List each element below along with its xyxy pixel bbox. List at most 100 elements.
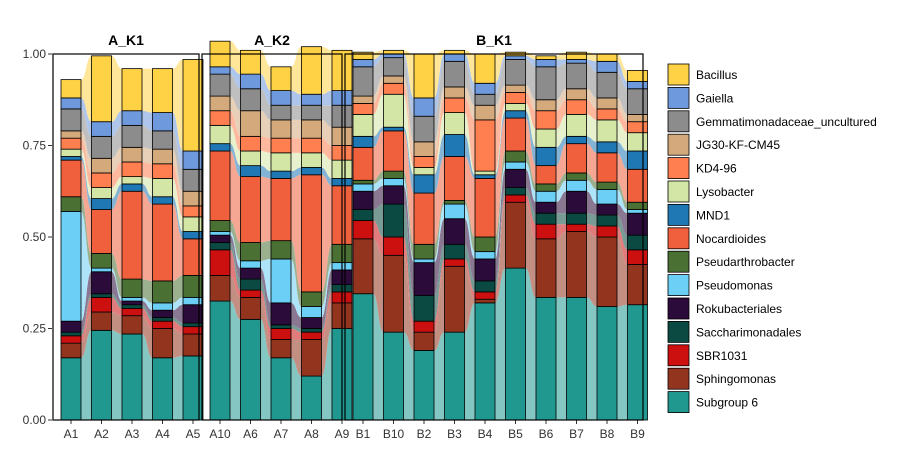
bar-segment-gemmatimonadaceae-uncultured <box>240 88 261 112</box>
flow-band-nocardioides <box>586 143 597 183</box>
bar-segment-pseudomonas <box>209 231 231 236</box>
flow-band-jg30-kf-cm45 <box>464 86 475 120</box>
x-tick-label: A6 <box>243 427 258 441</box>
bar-segment-rokubacteriales <box>535 201 557 214</box>
legend-label: Pseudarthrobacter <box>696 255 795 269</box>
stacked-bar-a1 <box>60 79 82 421</box>
bar-segment-lysobacter <box>121 176 143 185</box>
flow-band-pseudarthrobacter <box>617 182 628 210</box>
bar-segment-bacillus <box>474 53 496 84</box>
bar-segment-mnd1 <box>91 198 112 210</box>
bar-segment-sphingomonas <box>627 264 648 306</box>
flow-band-gaiella <box>617 61 628 89</box>
bar-segment-sphingomonas <box>270 339 292 359</box>
flow-band-jg30-kf-cm45 <box>321 119 332 146</box>
stacked-bar-b3 <box>444 49 465 421</box>
flow-band-nocardioides <box>617 152 628 203</box>
flow-band-nocardioides <box>434 156 445 245</box>
flow-band-sbr1031 <box>81 297 92 344</box>
flow-band-gemmatimonadaceae-uncultured <box>403 57 414 142</box>
flow-band-sbr1031 <box>111 297 122 316</box>
flow-band-pseudarthrobacter <box>172 275 183 303</box>
bar-segment-pseudarthrobacter <box>352 179 374 185</box>
facet-panels: A_K1 A1 A2 A3 A4 A5 A_K2 A10 A6 A7 A8 A9 B_K1 B1 B10 B2… <box>52 32 648 441</box>
flow-band-gaiella <box>172 112 183 170</box>
bar-segment-subgroup-6 <box>60 357 82 421</box>
facet-panel-a-k1: A_K1 A1 A2 A3 A4 A5 <box>52 32 204 441</box>
flow-band-sphingomonas <box>81 312 92 358</box>
bar-segment-pseudomonas <box>301 306 322 318</box>
alluvial-bands <box>81 55 183 420</box>
legend-item-saccharimonadales: Saccharimonadales <box>667 320 801 343</box>
bar-segment-sbr1031 <box>301 331 322 340</box>
flow-band-kd4-96 <box>321 138 332 161</box>
bar-segment-rokubacteriales <box>152 309 173 318</box>
flow-band-sphingomonas <box>111 312 122 334</box>
flow-band-rokubacteriales <box>260 268 271 325</box>
flow-band-gaiella <box>495 55 506 95</box>
flow-band-subgroup-6 <box>464 302 475 420</box>
bar-segment-gemmatimonadaceae-uncultured <box>596 71 618 99</box>
bar-segment-pseudarthrobacter <box>91 253 112 269</box>
flow-band-mnd1 <box>111 183 122 210</box>
bar-segment-saccharimonadales <box>474 280 496 293</box>
bar-segment-gemmatimonadaceae-uncultured <box>60 108 82 132</box>
flow-band-sphingomonas <box>373 238 384 333</box>
bar-segment-pseudomonas <box>444 203 465 220</box>
bar-segment-rokubacteriales <box>627 212 648 236</box>
flow-band-gemmatimonadaceae-uncultured <box>81 108 92 159</box>
bar-segment-subgroup-6 <box>413 350 435 421</box>
panel-border <box>344 53 644 421</box>
flow-band-nocardioides <box>403 130 414 245</box>
bar-segment-gemmatimonadaceae-uncultured <box>505 59 526 86</box>
legend-label: Rokubacteriales <box>696 302 782 316</box>
bar-segment-sbr1031 <box>182 326 204 335</box>
bar-segment-mnd1 <box>627 150 648 170</box>
bar-segment-sphingomonas <box>535 238 557 298</box>
legend-key <box>667 110 690 133</box>
stacked-bar-a3 <box>121 68 143 421</box>
bar-segment-sbr1031 <box>413 320 435 333</box>
x-tick-label: B7 <box>569 427 584 441</box>
legend-item-pseudarthrobacter: Pseudarthrobacter <box>667 250 795 273</box>
bar-segment-saccharimonadales <box>566 212 587 225</box>
bar-segment-subgroup-6 <box>91 329 112 421</box>
flow-band-pseudomonas <box>434 204 445 263</box>
bar-segment-jg30-kf-cm45 <box>535 99 557 112</box>
flow-band-pseudarthrobacter <box>525 150 536 192</box>
flow-band-gaiella <box>373 54 384 67</box>
stacked-bar-b2 <box>413 53 435 421</box>
flow-band-bacillus <box>464 50 475 84</box>
flow-band-bacillus <box>81 55 92 122</box>
flow-band-mnd1 <box>556 136 567 166</box>
bar-segment-pseudomonas <box>474 251 496 260</box>
flow-band-pseudomonas <box>260 258 271 303</box>
flow-band-lysobacter <box>373 94 384 137</box>
flow-band-saccharimonadales <box>373 204 384 237</box>
legend-key <box>667 320 690 343</box>
stacked-bar-b6 <box>535 55 557 421</box>
flow-band-sbr1031 <box>321 291 332 340</box>
bar-segment-sphingomonas <box>474 298 496 304</box>
bar-segment-gaiella <box>240 73 261 90</box>
bar-segment-pseudomonas <box>91 267 112 273</box>
bar-segment-lysobacter <box>566 113 587 137</box>
bar-segment-pseudarthrobacter <box>301 291 322 307</box>
legend-label: Bacillus <box>696 68 737 82</box>
flow-band-nocardioides <box>525 118 536 184</box>
bar-segment-gaiella <box>91 121 112 137</box>
flow-band-sbr1031 <box>291 328 302 340</box>
bar-segment-rokubacteriales <box>352 190 374 210</box>
bar-segment-gaiella <box>182 150 204 170</box>
legend-key <box>667 133 690 156</box>
stacked-bar-a4 <box>152 68 173 421</box>
bar-segment-saccharimonadales <box>121 304 143 309</box>
flow-band-nocardioides <box>260 176 271 243</box>
bar-segment-jg30-kf-cm45 <box>596 97 618 110</box>
flow-band-jg30-kf-cm45 <box>81 130 92 173</box>
bar-segment-bacillus <box>535 55 557 60</box>
x-tick-label: A7 <box>274 427 289 441</box>
legend-key <box>667 250 690 273</box>
stacked-bar-a5 <box>182 59 204 421</box>
